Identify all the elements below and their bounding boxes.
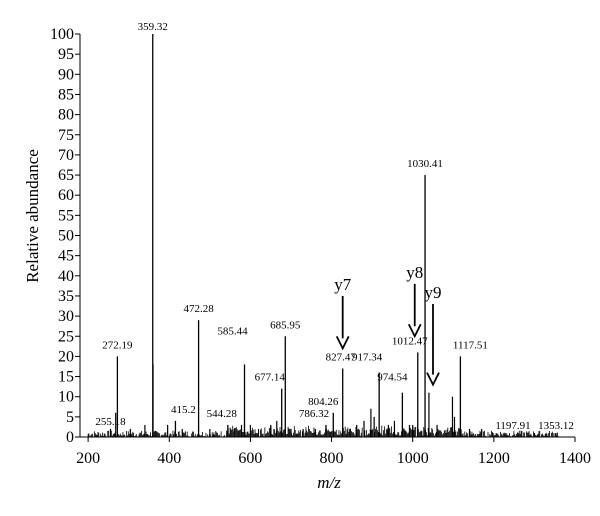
- peak-label-359.32: 359.32: [138, 21, 168, 33]
- ion-arrow-head-y9: [426, 372, 440, 387]
- ion-arrow-head-y8: [407, 323, 422, 339]
- y-tick-label: 80: [58, 107, 74, 124]
- y-tick-label: 0: [66, 429, 74, 446]
- y-axis: 0 5 10 15 20 25 30 35 40 45 50 55 60 65 70 75 80 85 90 95 10…: [50, 26, 81, 446]
- peak-label-272.19: 272.19: [102, 339, 133, 351]
- peak-label-1012.47: 1012.47: [392, 335, 428, 347]
- peak-labels: 255.18 272.19 359.32 415.2 472.28 544.28 585.4…: [95, 21, 573, 432]
- y-tick-label: 75: [58, 127, 74, 144]
- y-tick-label: 20: [58, 348, 74, 365]
- y-tick-label: 70: [58, 147, 74, 164]
- peak-label-1030.41: 1030.41: [407, 158, 443, 170]
- y-tick-label: 60: [58, 187, 74, 204]
- peak-label-585.44: 585.44: [217, 325, 248, 337]
- x-tick-label: 400: [157, 450, 181, 467]
- peak-label-974.54: 974.54: [377, 372, 408, 384]
- peak-label-917.34: 917.34: [352, 352, 383, 364]
- x-axis-title: m/z: [317, 473, 341, 492]
- peak-label-544.28: 544.28: [207, 408, 238, 420]
- peak-label-1117.51: 1117.51: [453, 339, 488, 351]
- y-tick-label: 90: [58, 66, 74, 83]
- y-tick-label: 50: [58, 228, 74, 245]
- peak-label-255.18: 255.18: [95, 416, 126, 428]
- ion-label-y9: y9: [424, 283, 441, 302]
- ion-label-y7: y7: [334, 275, 352, 294]
- y-tick-label: 25: [58, 328, 74, 345]
- x-tick-label: 200: [76, 450, 100, 467]
- x-axis: 200 400 600 800 1000 1200 1400: [76, 436, 591, 467]
- peak-label-827.47: 827.47: [326, 351, 357, 363]
- peak-label-685.95: 685.95: [270, 319, 301, 331]
- y-tick-label: 10: [58, 389, 74, 406]
- x-tick-label: 1400: [559, 450, 591, 467]
- y-tick-label: 5: [66, 409, 74, 426]
- y-tick-label: 45: [58, 248, 74, 265]
- y-tick-label: 95: [58, 46, 74, 63]
- x-tick-label: 600: [238, 450, 262, 467]
- y-tick-label: 15: [58, 369, 74, 386]
- y-tick-label: 30: [58, 308, 74, 325]
- x-tick-label: 1200: [478, 450, 510, 467]
- peak-label-415.2: 415.2: [171, 404, 196, 416]
- peak-label-1353.12: 1353.12: [538, 420, 574, 432]
- ion-arrow-head-y7: [335, 335, 350, 351]
- y-tick-label: 65: [58, 167, 74, 184]
- y-tick-label: 100: [50, 26, 74, 43]
- peak-label-804.26: 804.26: [308, 396, 339, 408]
- y-tick-label: 35: [58, 288, 74, 305]
- y-tick-label: 40: [58, 268, 74, 285]
- peak-label-677.14: 677.14: [255, 372, 286, 384]
- x-tick-label: 800: [320, 450, 344, 467]
- baseline-noise: [87, 425, 559, 437]
- y-axis-title: Relative abundance: [23, 149, 42, 283]
- x-tick-label: 1000: [397, 450, 429, 467]
- peak-label-1197.91: 1197.91: [495, 420, 530, 432]
- y-tick-label: 85: [58, 86, 74, 103]
- ion-label-y8: y8: [406, 263, 423, 282]
- peak-label-786.32: 786.32: [299, 408, 329, 420]
- peak-label-472.28: 472.28: [183, 303, 214, 315]
- y-tick-label: 55: [58, 207, 74, 224]
- labeled-peaks: [109, 34, 557, 437]
